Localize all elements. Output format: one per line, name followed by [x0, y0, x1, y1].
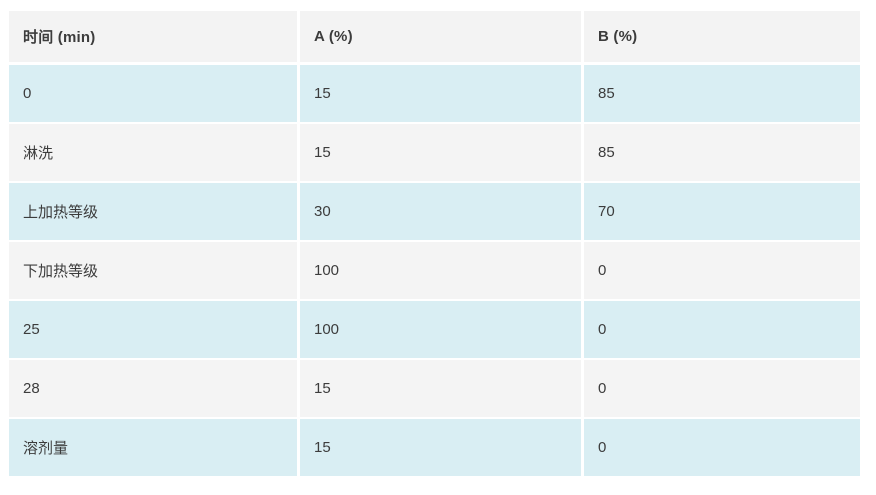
table-cell-b: 85: [584, 124, 860, 183]
table-body: 0 15 85 淋洗 15 85 上加热等级 30 70 下加热等级 100 0 25 100 0 28 15 0…: [9, 65, 860, 478]
table-row: 0 15 85: [9, 65, 860, 124]
table-cell-a: 15: [300, 360, 584, 419]
table-cell-b: 70: [584, 183, 860, 242]
table-row: 溶剂量 15 0: [9, 419, 860, 478]
table-cell-time: 28: [9, 360, 300, 419]
column-header-time: 时间 (min): [9, 11, 300, 65]
table-header-row: 时间 (min) A (%) B (%): [9, 11, 860, 65]
table-cell-b: 0: [584, 301, 860, 360]
table-row: 28 15 0: [9, 360, 860, 419]
column-header-a-percent: A (%): [300, 11, 584, 65]
table-cell-time: 25: [9, 301, 300, 360]
table-cell-time: 淋洗: [9, 124, 300, 183]
table-cell-a: 100: [300, 242, 584, 301]
table-cell-b: 0: [584, 242, 860, 301]
table-row: 25 100 0: [9, 301, 860, 360]
table-cell-a: 100: [300, 301, 584, 360]
table-cell-a: 30: [300, 183, 584, 242]
table-cell-a: 15: [300, 124, 584, 183]
table-row: 淋洗 15 85: [9, 124, 860, 183]
table-cell-time: 下加热等级: [9, 242, 300, 301]
table-cell-b: 0: [584, 360, 860, 419]
table-cell-b: 0: [584, 419, 860, 478]
gradient-table: 时间 (min) A (%) B (%) 0 15 85 淋洗 15 85 上加热等级 30 70 下…: [9, 11, 860, 478]
table-cell-b: 85: [584, 65, 860, 124]
table-row: 上加热等级 30 70: [9, 183, 860, 242]
gradient-table-container: 时间 (min) A (%) B (%) 0 15 85 淋洗 15 85 上加热等级 30 70 下…: [9, 11, 860, 478]
table-cell-time: 0: [9, 65, 300, 124]
table-row: 下加热等级 100 0: [9, 242, 860, 301]
table-cell-time: 上加热等级: [9, 183, 300, 242]
table-cell-a: 15: [300, 419, 584, 478]
table-cell-a: 15: [300, 65, 584, 124]
column-header-b-percent: B (%): [584, 11, 860, 65]
table-cell-time: 溶剂量: [9, 419, 300, 478]
